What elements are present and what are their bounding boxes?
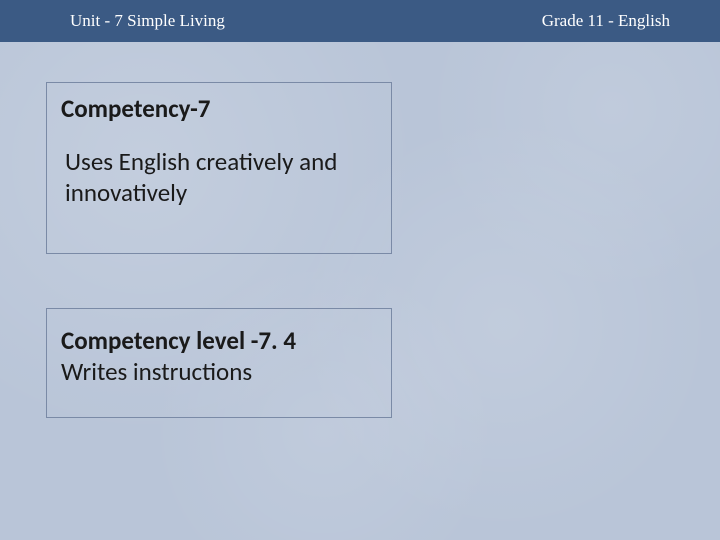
header-right: Grade 11 - English xyxy=(542,11,670,31)
competency-level-title: Competency level -7. 4 xyxy=(61,325,377,356)
header-bar: Unit - 7 Simple Living Grade 11 - Englis… xyxy=(0,0,720,42)
competency-title: Competency-7 xyxy=(61,93,377,124)
competency-description: Uses English creatively and innovatively xyxy=(61,146,377,209)
competency-level-description: Writes instructions xyxy=(61,356,377,387)
competency-level-box: Competency level -7. 4 Writes instructio… xyxy=(46,308,392,418)
competency-box: Competency-7 Uses English creatively and… xyxy=(46,82,392,254)
slide: Unit - 7 Simple Living Grade 11 - Englis… xyxy=(0,0,720,540)
header-left: Unit - 7 Simple Living xyxy=(70,11,225,31)
